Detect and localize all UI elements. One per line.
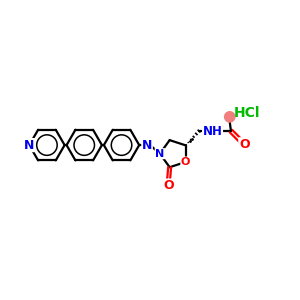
Text: O: O	[239, 138, 250, 151]
Text: NH: NH	[202, 124, 223, 138]
Text: N: N	[155, 149, 164, 159]
Text: O: O	[181, 157, 190, 167]
Text: HCl: HCl	[234, 106, 260, 120]
Text: N: N	[24, 139, 34, 152]
Circle shape	[225, 112, 235, 122]
Text: N: N	[142, 139, 152, 152]
Text: O: O	[163, 179, 174, 192]
